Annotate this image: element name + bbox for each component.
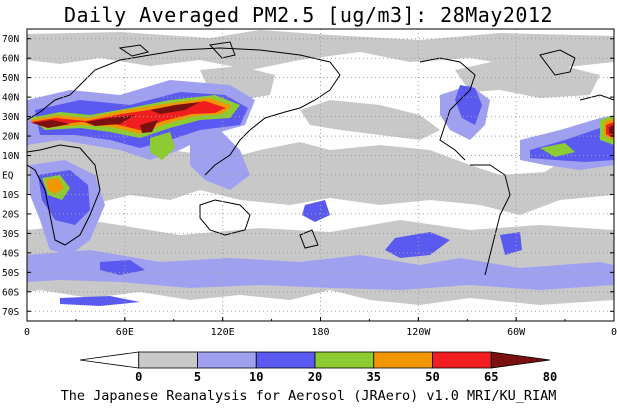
lat-label: 30S: [2, 229, 19, 240]
lat-label: 10N: [2, 151, 19, 162]
colorbar-swatch: [255, 351, 316, 369]
lon-label: 60E: [116, 327, 134, 338]
latitude-axis: 70N 60N 50N 40N 30N 20N 10N EQ 10S 20S 30S 40S 50S 60…: [2, 34, 614, 318]
lat-label: 50S: [2, 268, 19, 279]
gridlines: [27, 29, 614, 321]
lat-label: 60N: [2, 54, 19, 65]
lat-label: 70S: [2, 307, 19, 318]
colorbar-swatch: [314, 351, 375, 369]
lat-label: 10S: [2, 190, 19, 201]
lat-label: 20N: [2, 132, 19, 143]
lon-label: 180: [311, 327, 329, 338]
lat-label: 40S: [2, 248, 19, 259]
pm25-field: [27, 30, 614, 306]
colorbar-label: 80: [543, 370, 557, 384]
lon-label: 0: [611, 327, 617, 338]
colorbar-label: 5: [194, 370, 201, 384]
colorbar-label: 35: [367, 370, 381, 384]
lon-label: 120E: [211, 327, 235, 338]
colorbar-label: 0: [135, 370, 142, 384]
colorbar-swatch: [490, 351, 551, 369]
lat-label: 20S: [2, 209, 19, 220]
pm25-band-80-plus: [32, 102, 614, 135]
colorbar-swatch: [138, 351, 198, 369]
lat-label: 50N: [2, 73, 19, 84]
longitude-axis: 0 60E 120E 180 120W 60W 0: [24, 317, 617, 338]
lat-label: 40N: [2, 93, 19, 104]
colorbar: 0 5 10 20 35 50 65 80: [79, 351, 557, 384]
lat-label: 70N: [2, 34, 19, 45]
lat-label: EQ: [2, 171, 14, 182]
colorbar-swatch: [432, 351, 492, 369]
colorbar-swatch: [79, 351, 140, 369]
colorbar-label: 10: [249, 370, 263, 384]
lon-label: 0: [24, 327, 30, 338]
colorbar-label: 50: [425, 370, 439, 384]
footer-credit: The Japanese Reanalysis for Aerosol (JRA…: [60, 388, 557, 404]
colorbar-label: 65: [484, 370, 498, 384]
colorbar-swatch: [197, 351, 257, 369]
lat-label: 30N: [2, 112, 19, 123]
colorbar-swatch: [373, 351, 433, 369]
lon-label: 60W: [507, 327, 526, 338]
colorbar-label: 20: [308, 370, 322, 384]
lon-label: 120W: [406, 327, 431, 338]
lat-label: 60S: [2, 287, 19, 298]
map-title: Daily Averaged PM2.5 [ug/m3]: 28May2012: [63, 3, 554, 27]
